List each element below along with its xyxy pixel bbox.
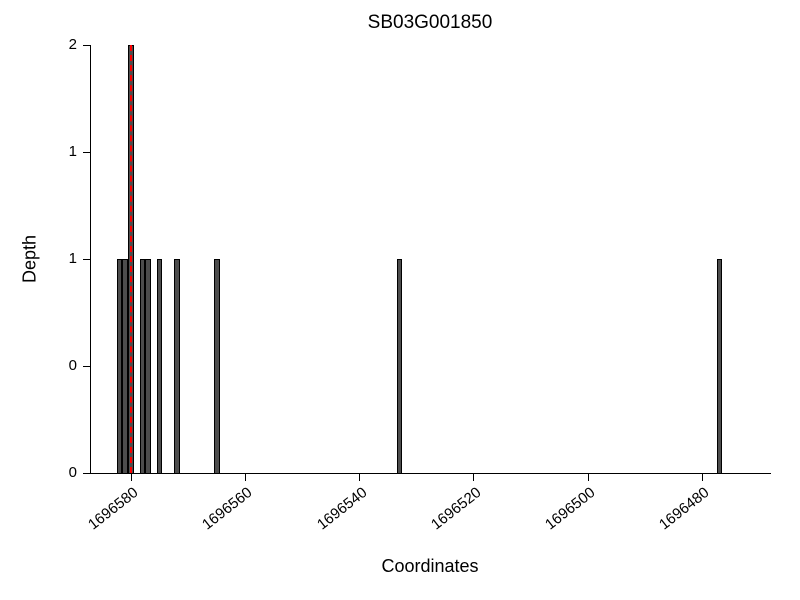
x-tick-mark [130,474,132,481]
depth-bar [396,259,403,473]
x-tick-label: 1696500 [542,484,599,534]
marker-line [130,45,132,473]
y-tick-label: 1 [68,143,77,160]
y-tick-label: 0 [68,357,77,374]
y-tick-mark [83,258,90,260]
depth-bar [716,259,723,473]
depth-bar [173,259,180,473]
x-tick-label: 1696540 [313,484,371,534]
depth-bar [213,259,220,473]
y-tick-label: 2 [68,36,77,53]
depth-bar [139,259,146,473]
x-axis-label: Coordinates [381,556,479,576]
y-tick-mark [83,151,90,153]
x-tick-label: 1696480 [656,484,713,534]
depth-bar [145,259,151,473]
y-tick-mark [83,365,90,367]
x-tick-mark [244,474,246,481]
x-tick-mark [701,474,703,481]
y-tick-label: 0 [68,464,77,481]
chart-title: SB03G001850 [367,12,493,33]
depth-bar [116,259,123,473]
x-tick-label: 1696520 [427,484,485,534]
x-tick-mark [359,474,361,481]
plot-area: 0 0 1 1 2 1696580 1696560 1696540 1696520 1696500… [69,36,771,533]
x-tick-mark [473,474,475,481]
y-tick-mark [83,44,90,46]
y-tick-label: 1 [68,250,77,267]
x-tick-label: 1696580 [84,484,142,534]
depth-bar [156,259,163,473]
y-tick-mark [83,472,90,474]
depth-bar [122,259,129,473]
x-tick-label: 1696560 [199,484,256,534]
x-tick-mark [587,474,589,481]
